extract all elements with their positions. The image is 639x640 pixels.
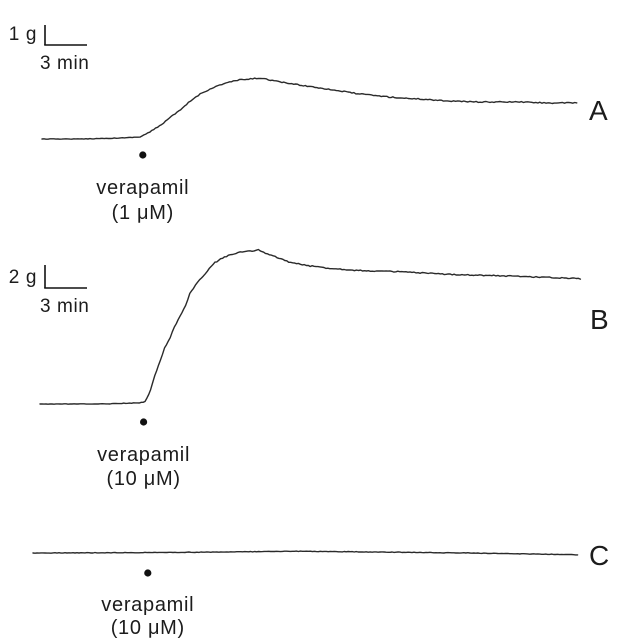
force-trace: [41, 77, 578, 140]
panel-c: C verapamil (10 μM): [32, 540, 609, 639]
scale-bar-time-label: 3 min: [40, 53, 89, 74]
panel-label: B: [590, 304, 609, 335]
force-trace: [32, 550, 579, 556]
treatment-marker-dot: [139, 151, 147, 159]
treatment-concentration-label: (1 μM): [112, 202, 174, 224]
force-trace: [39, 248, 582, 405]
panel-label: A: [589, 95, 608, 126]
treatment-drug-label: verapamil: [96, 177, 189, 199]
treatment-marker-dot: [140, 418, 148, 426]
treatment-concentration-label: (10 μM): [111, 617, 185, 639]
treatment-drug-label: verapamil: [97, 444, 190, 466]
treatment-marker-dot: [144, 569, 152, 577]
treatment-drug-label: verapamil: [101, 594, 194, 616]
scale-bar-force-label: 1 g: [9, 24, 37, 45]
panel-label: C: [589, 540, 609, 571]
panel-b: 2 g 3 min B verapamil (10 μM): [9, 248, 609, 490]
treatment-concentration-label: (10 μM): [106, 468, 180, 490]
scale-bar-time-label: 3 min: [40, 296, 89, 317]
scale-bar-force-label: 2 g: [9, 267, 37, 288]
panel-a: 1 g 3 min A verapamil (1 μM): [9, 24, 608, 224]
